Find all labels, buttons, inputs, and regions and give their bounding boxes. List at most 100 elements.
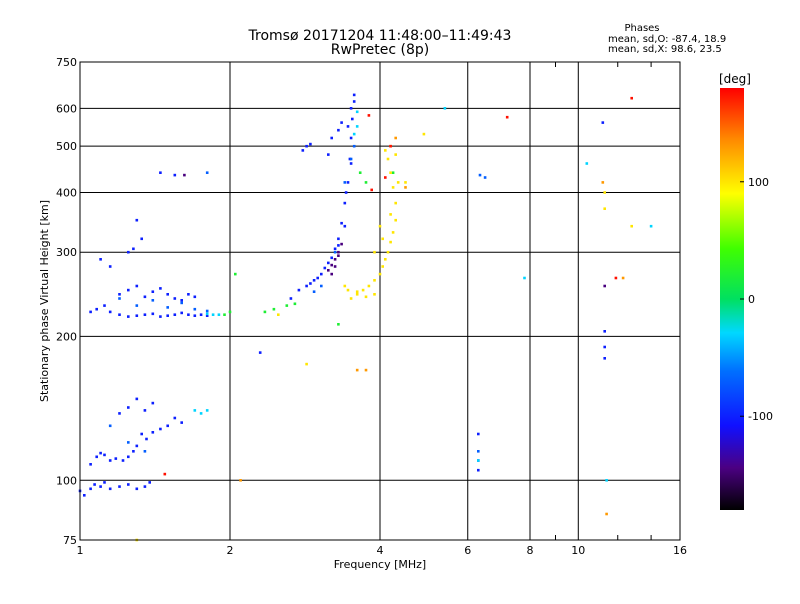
data-point [404,181,407,184]
data-point [132,247,135,251]
chart-title: Tromsø 20171204 11:48:00–11:49:43 [248,28,512,44]
data-point [340,121,343,124]
data-point [630,96,633,100]
data-point [337,128,340,132]
data-point [364,295,368,299]
x-tick-label: 8 [527,544,534,557]
data-point [180,301,183,305]
phases-x-stats: mean, sd,X: 98.6, 23.5 [608,44,722,55]
data-point [305,144,308,148]
colorbar-tick-label: -100 [748,410,773,423]
data-point [358,171,362,174]
data-point [127,455,130,459]
data-point [649,224,653,228]
data-point [205,312,209,316]
data-point [349,162,353,165]
data-point [605,479,608,482]
data-point [135,284,139,288]
data-point [443,107,447,110]
phases-title: Phases [624,23,659,34]
data-point [343,224,347,228]
data-point [523,276,526,280]
data-point [477,468,480,472]
data-point [135,218,139,222]
y-tick-label: 100 [56,474,77,487]
data-point [340,242,343,246]
data-point [394,218,397,222]
data-point [285,304,289,307]
data-point [95,455,98,459]
data-point [404,186,407,189]
data-point [337,254,340,257]
data-point [355,125,359,128]
data-point [301,149,305,152]
data-point [389,213,392,216]
data-point [289,297,293,300]
data-point [118,293,121,296]
data-point [330,263,333,267]
data-point [603,357,606,360]
data-point [603,207,606,210]
y-tick-label: 500 [56,140,77,153]
data-point [391,171,395,174]
data-point [373,279,376,282]
data-point [343,284,347,288]
data-point [135,444,139,448]
data-point [127,483,130,486]
data-point [305,362,308,366]
data-point [151,401,155,405]
data-point [103,453,106,457]
data-point [173,173,177,177]
data-point [352,144,356,148]
data-point [601,121,605,124]
data-point [135,397,139,401]
data-point [180,421,183,424]
data-point [373,250,376,254]
data-point [293,302,297,306]
data-point [337,250,340,254]
x-tick-label: 10 [571,544,585,557]
y-tick-label: 400 [56,186,77,199]
data-point [223,313,226,316]
data-point [585,162,589,165]
data-point [477,459,480,462]
data-point [355,110,359,114]
data-point [193,295,197,299]
data-point [205,309,209,313]
data-point [234,272,237,276]
data-point [173,297,177,300]
data-point [151,431,155,434]
data-point [159,287,162,290]
data-point [297,288,301,292]
data-point [108,487,112,491]
data-point [121,459,125,462]
data-point [180,311,183,315]
data-point [355,368,359,372]
data-point [151,299,155,302]
data-point [327,261,330,265]
data-point [118,297,121,300]
data-point [103,304,106,307]
colorbar-ticks: 100 0 -100 [740,176,773,423]
x-tick-label: 16 [673,544,687,557]
data-point [205,409,209,412]
x-tick-label: 1 [77,544,84,557]
data-point [145,437,148,441]
data-point [346,125,350,128]
colorbar-tick-label: 100 [748,176,769,189]
data-point [391,231,395,234]
data-point [135,487,139,491]
data-point [391,186,395,189]
data-point [183,173,186,177]
data-point [316,276,319,280]
data-point [118,412,121,415]
data-point [173,416,177,420]
plot-frame [79,61,681,541]
grid-lines [79,61,681,541]
data-point [346,288,350,292]
data-point [166,306,169,309]
data-point [312,279,316,282]
data-point [389,240,392,244]
data-point [389,144,392,148]
